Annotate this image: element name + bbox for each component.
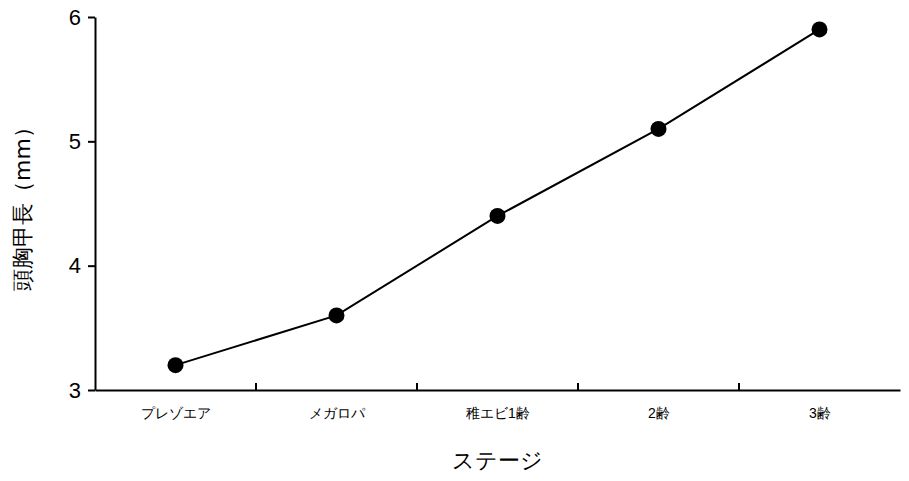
category-divider [738,383,740,390]
x-tick: メガロパ [309,390,366,421]
category-divider [255,383,257,390]
x-tick-label: 3齢 [809,405,831,421]
y-axis-line [95,18,97,391]
x-tick-label: 2齢 [648,405,670,421]
x-tick: 2齢 [648,390,670,421]
chart: 3 4 5 6 プレゾエア メガロパ 稚エビ1齢 2齢 3齢ステージ 頭胸甲長（mm） [0,0,909,481]
y-tick: 5 [69,129,95,154]
y-axis-title: 頭胸甲長（mm） [10,116,35,291]
y-tick-label: 3 [69,378,81,403]
category-divider [416,383,418,390]
y-tick: 6 [69,5,95,30]
y-axis: 3 4 5 6 [69,5,96,403]
y-tick-mark [88,265,95,267]
y-tick-mark [88,141,95,143]
y-tick: 4 [69,253,95,278]
data-point [490,208,506,224]
data-point [329,307,345,323]
y-tick-mark [88,390,95,392]
data-point [168,357,184,373]
data-line [176,29,820,365]
x-tick: 3齢 [809,390,831,421]
x-tick-label: メガロパ [309,405,366,421]
y-tick-label: 6 [69,5,81,30]
category-divider [577,383,579,390]
data-point [812,21,828,37]
x-tick: 稚エビ1齢 [466,390,530,421]
x-tick: プレゾエア [141,390,211,421]
y-tick-mark [88,17,95,19]
x-tick-label: 稚エビ1齢 [466,405,530,421]
plot-area [168,21,828,373]
x-axis: プレゾエア メガロパ 稚エビ1齢 2齢 3齢 [96,390,901,421]
x-axis-line [96,390,901,392]
x-tick-label: プレゾエア [141,405,211,421]
x-axis-title: ステージ [452,448,543,473]
y-tick-label: 4 [69,253,81,278]
data-point [651,121,667,137]
y-tick-label: 5 [69,129,81,154]
y-tick: 3 [69,378,95,403]
